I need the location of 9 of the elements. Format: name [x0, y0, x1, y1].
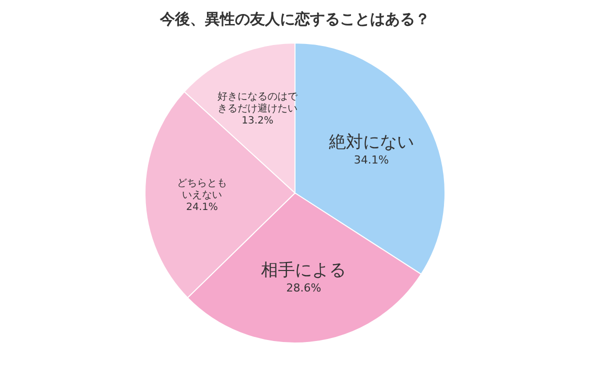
data-label: 28.6%: [286, 282, 322, 295]
slice-label: どちらともいえない: [177, 178, 228, 201]
slice-label: 好きになるのはできるだけ避けたい: [218, 91, 299, 114]
slice-label: 相手による: [261, 260, 346, 281]
data-label: 24.1%: [186, 202, 218, 213]
data-label: 34.1%: [354, 153, 389, 166]
chart-title: 今後、異性の友人に恋することはある？: [159, 10, 430, 28]
data-label: 13.2%: [242, 115, 274, 126]
slice-label: 絶対にない: [328, 132, 414, 152]
